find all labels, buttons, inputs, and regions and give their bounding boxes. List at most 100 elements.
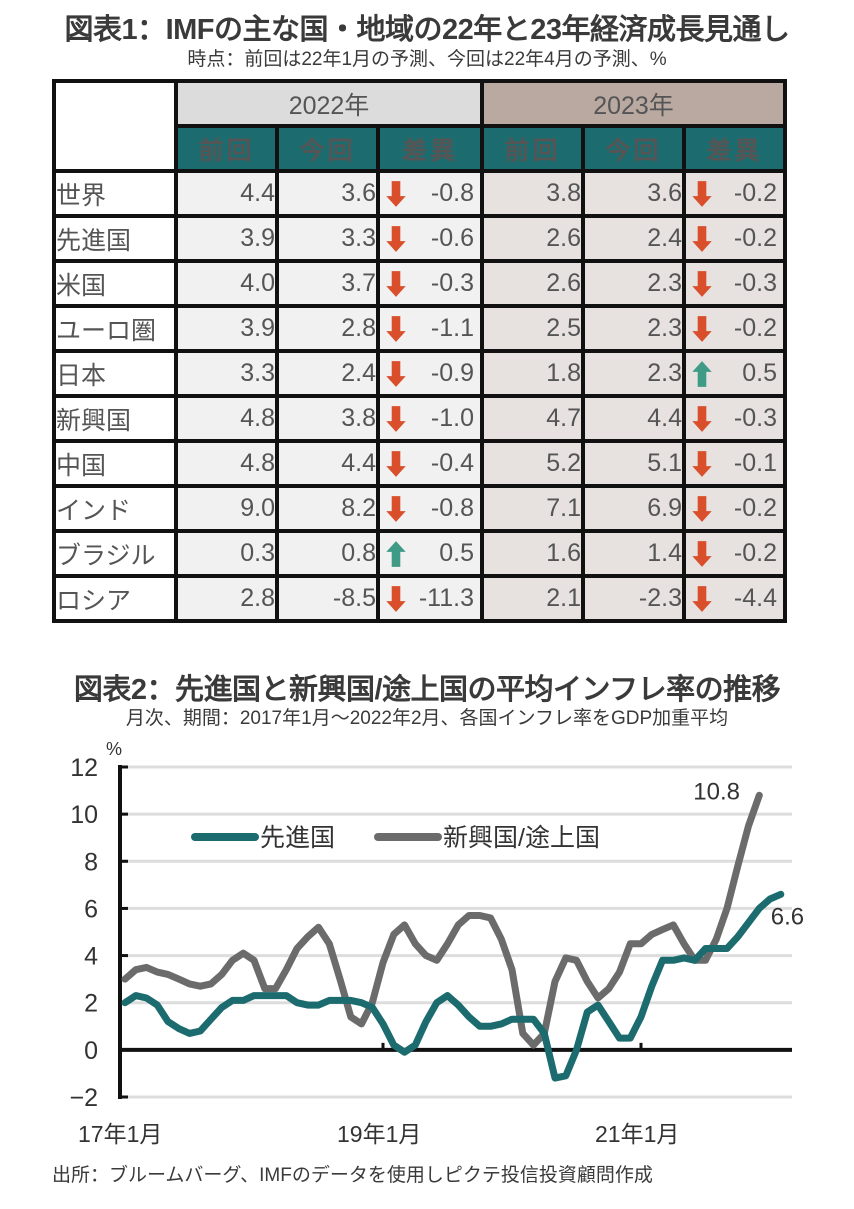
table-row: 新興国 4.8 3.8 -1.0 4.7 4.4 -0.3 — [52, 394, 787, 443]
row-label: 中国 — [52, 439, 178, 488]
col-header-diff-2023: 差異 — [682, 124, 787, 173]
down-arrow-icon — [692, 315, 712, 342]
col-header-diff-2022: 差異 — [376, 124, 484, 173]
diff-2023-value: -4.4 — [733, 584, 777, 612]
down-arrow-icon — [386, 450, 406, 477]
x-tick-label: 17年1月 — [78, 1121, 162, 1147]
curr-2022-value: 3.3 — [275, 214, 380, 263]
legend-label-advanced: 先進国 — [260, 824, 335, 852]
diff-2022-value: -1.1 — [430, 314, 474, 342]
down-arrow-icon — [386, 360, 406, 387]
down-arrow-icon — [692, 540, 712, 567]
diff-2023-value: 0.5 — [742, 359, 777, 387]
row-label: ブラジル — [52, 529, 178, 578]
diff-2023-cell: -0.2 — [682, 169, 787, 218]
down-arrow-icon — [386, 315, 406, 342]
curr-2023-value: 3.6 — [581, 169, 686, 218]
diff-2023-value: -0.3 — [733, 269, 777, 297]
diff-2023-value: -0.2 — [733, 224, 777, 252]
diff-2022-cell: -0.6 — [376, 214, 484, 263]
diff-2023-cell: -0.2 — [682, 304, 787, 353]
diff-2023-cell: -0.2 — [682, 529, 787, 578]
diff-2023-value: -0.2 — [733, 314, 777, 342]
col-header-prev-2023: 前回 — [480, 124, 585, 173]
curr-2023-value: 2.3 — [581, 349, 686, 398]
diff-2022-cell: -0.3 — [376, 259, 484, 308]
end-label-emerging: 10.8 — [693, 778, 740, 805]
row-label: 日本 — [52, 349, 178, 398]
row-label: 米国 — [52, 259, 178, 308]
col-header-curr-2023: 今回 — [581, 124, 686, 173]
diff-2022-value: 0.5 — [439, 539, 474, 567]
prev-2022-value: 3.9 — [174, 304, 279, 353]
table-row: ブラジル 0.3 0.8 0.5 1.6 1.4 -0.2 — [52, 529, 787, 578]
prev-2022-value: 4.8 — [174, 394, 279, 443]
column-header-row: 前回 今回 差異 前回 今回 差異 — [54, 124, 787, 173]
table-title: 図表1：IMFの主な国・地域の22年と23年経済成長見通し — [64, 14, 790, 46]
curr-2023-value: 6.9 — [581, 484, 686, 533]
diff-2023-cell: -0.3 — [682, 394, 787, 443]
down-arrow-icon — [386, 180, 406, 207]
diff-2023-cell: 0.5 — [682, 349, 787, 398]
diff-2022-value: -0.3 — [430, 269, 474, 297]
table-row: 米国 4.0 3.7 -0.3 2.6 2.3 -0.3 — [52, 259, 787, 308]
curr-2022-value: 8.2 — [275, 484, 380, 533]
diff-2023-value: -0.2 — [733, 494, 777, 522]
legend-label-emerging: 新興国/途上国 — [443, 824, 600, 852]
up-arrow-icon — [386, 540, 406, 567]
diff-2022-value: -11.3 — [418, 584, 474, 612]
prev-2023-value: 2.6 — [480, 259, 585, 308]
year-header-2022: 2022年 — [174, 79, 484, 128]
diff-2022-cell: -1.1 — [376, 304, 484, 353]
down-arrow-icon — [692, 405, 712, 432]
diff-2023-cell: -0.2 — [682, 484, 787, 533]
prev-2023-value: 5.2 — [480, 439, 585, 488]
inflation-line-chart: 12 10 8 6 4 2 0 −2% 17年1月 19年1月 21年1月 6.6 10.8 先進国 新興国… — [69, 739, 804, 1147]
diff-2023-value: -0.1 — [733, 449, 777, 477]
down-arrow-icon — [692, 450, 712, 477]
up-arrow-icon — [692, 360, 712, 387]
growth-forecast-table: 2022年 2023年 前回 今回 差異 前回 今回 差異 世界 4.4 3.6 -0… — [52, 79, 787, 623]
table-row: 世界 4.4 3.6 -0.8 3.8 3.6 -0.2 — [52, 169, 787, 218]
curr-2023-value: -2.3 — [581, 574, 686, 623]
curr-2023-value: 1.4 — [581, 529, 686, 578]
prev-2023-value: 2.1 — [480, 574, 585, 623]
prev-2022-value: 4.4 — [174, 169, 279, 218]
row-label: 世界 — [52, 169, 178, 218]
row-label: ロシア — [52, 574, 178, 623]
chart-title: 図表2：先進国と新興国/途上国の平均インフレ率の推移 — [73, 674, 781, 706]
curr-2023-value: 5.1 — [581, 439, 686, 488]
diff-2022-value: -0.6 — [430, 224, 474, 252]
row-label: 新興国 — [52, 394, 178, 443]
down-arrow-icon — [386, 405, 406, 432]
diff-2022-cell: -0.8 — [376, 484, 484, 533]
curr-2022-value: 3.6 — [275, 169, 380, 218]
down-arrow-icon — [692, 585, 712, 612]
curr-2022-value: 2.4 — [275, 349, 380, 398]
diff-2022-value: -0.8 — [430, 179, 474, 207]
row-label: インド — [52, 484, 178, 533]
row-label: 先進国 — [52, 214, 178, 263]
diff-2023-cell: -0.3 — [682, 259, 787, 308]
curr-2023-value: 2.3 — [581, 259, 686, 308]
prev-2022-value: 0.3 — [174, 529, 279, 578]
diff-2023-value: -0.2 — [733, 539, 777, 567]
prev-2022-value: 4.8 — [174, 439, 279, 488]
source-note: 出所：ブルームバーグ、IMFのデータを使用しピクテ投信投資顧問作成 — [52, 1165, 653, 1186]
curr-2022-value: -8.5 — [275, 574, 380, 623]
y-tick-label: 10 — [70, 801, 98, 829]
down-arrow-icon — [386, 585, 406, 612]
diff-2022-cell: -0.8 — [376, 169, 484, 218]
table-row: インド 9.0 8.2 -0.8 7.1 6.9 -0.2 — [52, 484, 787, 533]
diff-2022-cell: -1.0 — [376, 394, 484, 443]
year-header-2023: 2023年 — [480, 79, 787, 128]
down-arrow-icon — [692, 270, 712, 297]
diff-2022-value: -1.0 — [430, 404, 474, 432]
row-label: ユーロ圏 — [52, 304, 178, 353]
curr-2023-value: 2.3 — [581, 304, 686, 353]
down-arrow-icon — [692, 495, 712, 522]
diff-2022-cell: -11.3 — [376, 574, 484, 623]
curr-2022-value: 4.4 — [275, 439, 380, 488]
curr-2023-value: 2.4 — [581, 214, 686, 263]
diff-2022-value: -0.9 — [430, 359, 474, 387]
